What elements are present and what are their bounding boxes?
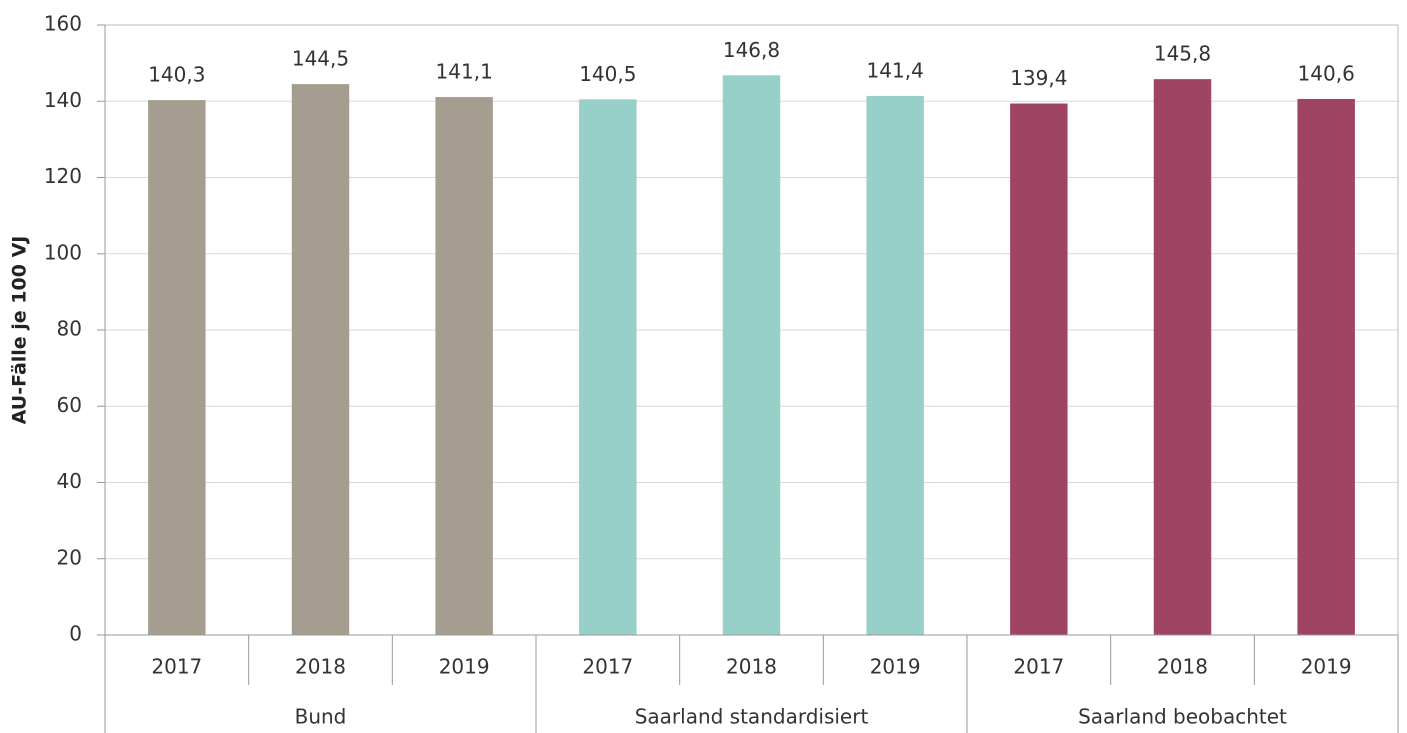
y-tick-label: 120 xyxy=(44,164,82,188)
y-tick-label: 80 xyxy=(57,317,82,341)
y-tick-label: 20 xyxy=(57,545,82,569)
bar xyxy=(1153,79,1212,635)
value-label: 140,6 xyxy=(1298,61,1355,85)
bar xyxy=(148,100,206,635)
y-tick-label: 40 xyxy=(57,469,82,493)
y-axis-label: AU-Fälle je 100 VJ xyxy=(9,236,31,425)
x-tick-label: 2018 xyxy=(726,655,777,679)
group-label: Bund xyxy=(295,705,347,729)
value-label: 144,5 xyxy=(292,47,349,71)
bar xyxy=(1010,103,1068,636)
x-tick-label: 2018 xyxy=(295,655,346,679)
value-label: 145,8 xyxy=(1154,42,1211,66)
value-label: 140,5 xyxy=(579,62,636,86)
x-tick-label: 2019 xyxy=(870,655,921,679)
value-label: 146,8 xyxy=(723,38,780,62)
value-label: 141,4 xyxy=(867,58,924,82)
bar xyxy=(291,84,350,635)
x-tick-label: 2017 xyxy=(151,655,202,679)
group-label: Saarland beobachtet xyxy=(1078,705,1287,729)
value-label: 141,1 xyxy=(436,60,493,84)
bar xyxy=(1297,98,1355,635)
y-tick-label: 100 xyxy=(44,240,82,264)
y-tick-label: 160 xyxy=(44,12,82,36)
y-tick-label: 60 xyxy=(57,393,82,417)
bar xyxy=(435,97,493,635)
value-label: 140,3 xyxy=(148,63,205,87)
y-tick-label: 0 xyxy=(69,622,82,646)
bar xyxy=(579,99,637,635)
bar xyxy=(722,75,781,635)
y-tick-label: 140 xyxy=(44,88,82,112)
x-tick-label: 2018 xyxy=(1157,655,1208,679)
x-tick-label: 2017 xyxy=(1013,655,1064,679)
x-tick-label: 2019 xyxy=(439,655,490,679)
group-label: Saarland standardisiert xyxy=(635,705,869,729)
x-tick-label: 2017 xyxy=(582,655,633,679)
x-tick-label: 2019 xyxy=(1301,655,1352,679)
value-label: 139,4 xyxy=(1010,66,1067,90)
bar xyxy=(866,95,924,636)
